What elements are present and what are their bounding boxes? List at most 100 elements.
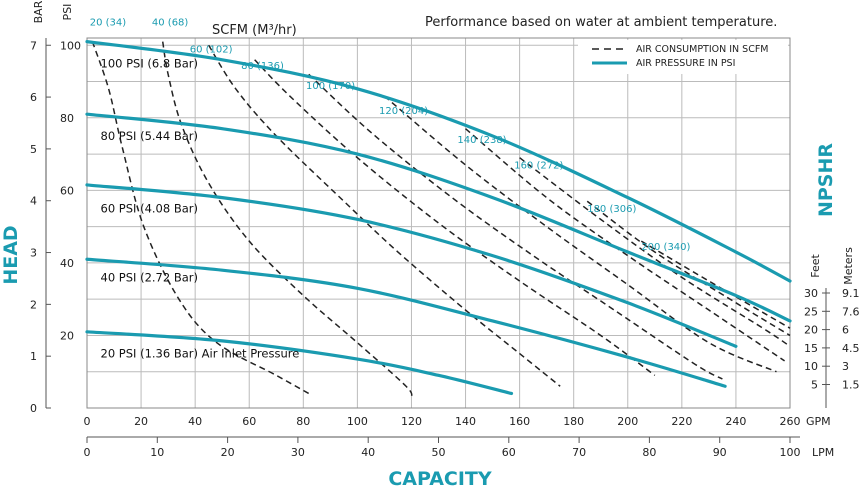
- lpm-tick-label: 90: [713, 446, 727, 459]
- gpm-tick-label: 0: [84, 415, 91, 428]
- air-consumption-label: 60 (102): [190, 45, 233, 56]
- pressure-curve-label: 100 PSI (6.8 Bar): [101, 56, 198, 70]
- gpm-tick-label: 220: [671, 415, 692, 428]
- gpm-tick-label: 180: [563, 415, 584, 428]
- lpm-tick-label: 100: [780, 446, 801, 459]
- bar-tick-label: 0: [30, 402, 37, 415]
- air-consumption-curve: [208, 44, 561, 387]
- air-consumption-label: 120 (204): [379, 106, 428, 117]
- air-consumption-curve: [519, 157, 791, 347]
- air-consumption-label: 140 (238): [457, 135, 506, 146]
- air-consumption-label: 180 (306): [587, 204, 636, 215]
- bar-tick-label: 4: [30, 195, 37, 208]
- psi-tick-label: 40: [60, 257, 74, 270]
- gpm-tick-label: 80: [296, 415, 310, 428]
- pressure-curve-label: 60 PSI (4.08 Bar): [101, 201, 198, 215]
- pressure-curve-label: 80 PSI (5.44 Bar): [101, 129, 198, 143]
- air-consumption-curve: [640, 240, 791, 329]
- bar-tick-label: 5: [30, 143, 37, 156]
- psi-unit-label: PSI: [61, 4, 74, 21]
- npshr-meters-tick: 9.1: [842, 287, 860, 300]
- gpm-tick-label: 240: [725, 415, 746, 428]
- air-consumption-label: 80 (136): [241, 61, 284, 72]
- air-consumption-label: 40 (68): [152, 17, 189, 28]
- npshr-meters-tick: 6: [842, 324, 849, 337]
- air-consumption-label: 200 (340): [641, 242, 690, 253]
- air-consumption-curve: [91, 41, 310, 395]
- bar-tick-label: 1: [30, 350, 37, 363]
- lpm-tick-label: 80: [642, 446, 656, 459]
- curve-labels: 100 PSI (6.8 Bar) 80 PSI (5.44 Bar) 60 PSI…: [90, 17, 691, 360]
- air-consumption-curve: [383, 95, 777, 373]
- npshr-feet-tick: 15: [804, 342, 818, 355]
- air-consumption-curve: [465, 128, 786, 362]
- npshr-meters-tick: 4.5: [842, 342, 860, 355]
- pressure-curve-label: 20 PSI (1.36 Bar) Air Inlet Pressure: [101, 347, 300, 361]
- chart-title: Performance based on water at ambient te…: [425, 15, 777, 30]
- psi-tick-label: 100: [60, 39, 81, 52]
- bar-tick-label: 7: [30, 39, 37, 52]
- legend-pressure-label: AIR PRESSURE IN PSI: [636, 58, 735, 69]
- lpm-unit-label: LPM: [812, 446, 834, 459]
- gpm-tick-label: 40: [188, 415, 202, 428]
- air-consumption-label: 160 (272): [514, 161, 563, 172]
- psi-tick-label: 60: [60, 184, 74, 197]
- psi-tick-label: 20: [60, 329, 74, 342]
- feet-unit-label: Feet: [809, 254, 822, 278]
- pressure-curves: [85, 40, 792, 396]
- legend: AIR CONSUMPTION IN SCFM AIR PRESSURE IN …: [578, 40, 788, 74]
- gpm-tick-label: 20: [134, 415, 148, 428]
- lpm-tick-label: 60: [502, 446, 516, 459]
- npshr-feet-tick: 10: [804, 360, 818, 373]
- lpm-tick-label: 50: [432, 446, 446, 459]
- gpm-unit-label: GPM: [806, 415, 831, 428]
- gpm-tick-label: 260: [780, 415, 801, 428]
- pressure-curve: [85, 40, 792, 283]
- air-consumption-curve: [308, 73, 723, 380]
- bar-tick-label: 3: [30, 247, 37, 260]
- npshr-feet-tick: 25: [804, 305, 818, 318]
- legend-air-label: AIR CONSUMPTION IN SCFM: [636, 44, 769, 55]
- air-consumption-label: 100 (170): [306, 81, 355, 92]
- lpm-tick-label: 30: [291, 446, 305, 459]
- air-consumption-curve: [254, 59, 656, 376]
- gpm-tick-label: 100: [347, 415, 368, 428]
- lpm-tick-label: 10: [150, 446, 164, 459]
- npshr-meters-tick: 3: [842, 360, 849, 373]
- npshr-feet-tick: 20: [804, 324, 818, 337]
- gpm-tick-label: 160: [509, 415, 530, 428]
- x-axis-title: CAPACITY: [388, 468, 492, 490]
- pressure-curve: [85, 112, 792, 323]
- air-consumption-curves: [91, 41, 791, 398]
- psi-tick-label: 80: [60, 112, 74, 125]
- npshr-meters-tick: 1.5: [842, 379, 860, 392]
- gpm-tick-label: 140: [455, 415, 476, 428]
- y2-axis-title: NPSHR: [815, 143, 837, 217]
- npshr-feet-tick: 30: [804, 287, 818, 300]
- pressure-curve: [85, 183, 738, 348]
- grid: [86, 37, 791, 409]
- lpm-tick-label: 20: [221, 446, 235, 459]
- legend-box: [578, 40, 788, 74]
- air-consumption-curve: [161, 41, 413, 398]
- pressure-curve: [85, 330, 514, 396]
- gpm-tick-label: 120: [401, 415, 422, 428]
- meters-unit-label: Meters: [842, 247, 855, 285]
- air-consumption-label: 20 (34): [90, 17, 127, 28]
- air-consumption-curve: [586, 200, 791, 337]
- y-axis-title: HEAD: [0, 225, 22, 284]
- lpm-tick-label: 70: [572, 446, 586, 459]
- pressure-curve: [85, 257, 727, 388]
- gpm-tick-label: 200: [617, 415, 638, 428]
- lpm-tick-label: 40: [361, 446, 375, 459]
- bar-tick-label: 2: [30, 298, 37, 311]
- plot-frame: [86, 37, 791, 409]
- scfm-unit-label: SCFM (M³/hr): [212, 23, 297, 38]
- npshr-feet-tick: 5: [811, 379, 818, 392]
- pressure-curve-label: 40 PSI (2.72 Bar): [101, 270, 198, 284]
- npshr-meters-tick: 7.6: [842, 305, 860, 318]
- lpm-tick-label: 0: [84, 446, 91, 459]
- bar-unit-label: BAR: [32, 0, 45, 23]
